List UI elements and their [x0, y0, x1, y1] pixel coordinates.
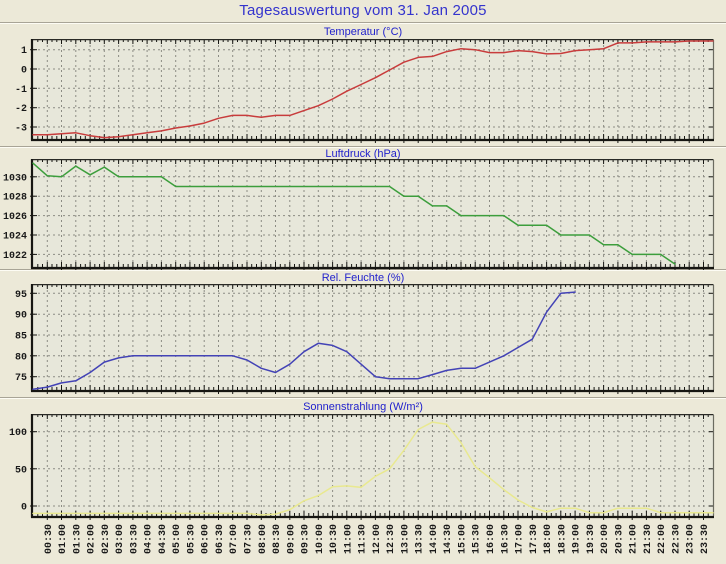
temperature-chart-title: Temperatur (°C)	[323, 26, 403, 38]
svg-text:21:30: 21:30	[643, 524, 654, 554]
svg-text:08:30: 08:30	[272, 524, 283, 554]
svg-text:04:00: 04:00	[144, 524, 155, 554]
svg-text:95: 95	[15, 290, 27, 301]
svg-text:19:00: 19:00	[572, 524, 583, 554]
svg-text:85: 85	[15, 332, 27, 343]
svg-text:07:00: 07:00	[229, 524, 240, 554]
svg-text:0: 0	[21, 503, 27, 514]
svg-text:07:30: 07:30	[244, 524, 255, 554]
svg-text:04:30: 04:30	[158, 524, 169, 554]
svg-text:18:00: 18:00	[543, 524, 554, 554]
svg-text:17:30: 17:30	[529, 524, 540, 554]
svg-text:-2: -2	[15, 104, 27, 115]
svg-text:50: 50	[15, 465, 27, 476]
svg-text:19:30: 19:30	[586, 524, 597, 554]
svg-text:-3: -3	[15, 124, 27, 135]
svg-text:03:30: 03:30	[129, 524, 140, 554]
svg-text:1: 1	[21, 46, 27, 57]
svg-text:01:30: 01:30	[72, 524, 83, 554]
svg-text:22:00: 22:00	[657, 524, 668, 554]
svg-text:10:30: 10:30	[329, 524, 340, 554]
svg-text:18:30: 18:30	[557, 524, 568, 554]
svg-text:16:30: 16:30	[500, 524, 511, 554]
svg-text:11:00: 11:00	[343, 524, 354, 554]
svg-text:14:00: 14:00	[429, 524, 440, 554]
svg-text:21:00: 21:00	[629, 524, 640, 554]
humidity-chart-title: Rel. Feuchte (%)	[321, 272, 405, 284]
svg-text:08:00: 08:00	[258, 524, 269, 554]
svg-text:22:30: 22:30	[672, 524, 683, 554]
humidity-chart: 95 90 85 80 75	[15, 284, 715, 394]
radiation-chart-title: Sonnenstrahlung (W/m²)	[303, 401, 423, 413]
svg-text:13:00: 13:00	[400, 524, 411, 554]
temperature-panel: Temperatur (°C) 1 0 -1 -2 -3	[0, 23, 726, 147]
svg-text:03:00: 03:00	[115, 524, 126, 554]
svg-text:06:00: 06:00	[201, 524, 212, 554]
svg-text:06:30: 06:30	[215, 524, 226, 554]
svg-text:12:30: 12:30	[386, 524, 397, 554]
svg-text:23:30: 23:30	[700, 524, 711, 554]
pressure-chart: 1030 1028 1026 1024 1022	[3, 159, 715, 270]
svg-text:10:00: 10:00	[315, 524, 326, 554]
svg-text:100: 100	[9, 428, 27, 439]
svg-text:90: 90	[15, 311, 27, 322]
svg-text:02:30: 02:30	[101, 524, 112, 554]
svg-text:05:30: 05:30	[186, 524, 197, 554]
svg-text:1030: 1030	[3, 173, 27, 184]
svg-text:01:00: 01:00	[58, 524, 69, 554]
svg-text:15:30: 15:30	[472, 524, 483, 554]
svg-text:1022: 1022	[3, 251, 27, 262]
svg-text:1026: 1026	[3, 212, 27, 223]
svg-text:11:30: 11:30	[358, 524, 369, 554]
svg-text:12:00: 12:00	[372, 524, 383, 554]
svg-text:75: 75	[15, 373, 27, 384]
pressure-chart-title: Luftdruck (hPa)	[325, 148, 401, 160]
svg-text:15:00: 15:00	[458, 524, 469, 554]
svg-text:05:00: 05:00	[172, 524, 183, 554]
page-title-text: Tagesauswertung vom 31. Jan 2005	[239, 2, 487, 19]
svg-text:23:00: 23:00	[686, 524, 697, 554]
svg-text:09:30: 09:30	[301, 524, 312, 554]
radiation-panel: Sonnenstrahlung (W/m²) 100 50 0 00:30 01:00 0…	[0, 398, 726, 563]
temperature-chart: 1 0 -1 -2 -3	[15, 39, 715, 143]
svg-text:1028: 1028	[3, 193, 27, 204]
humidity-panel: Rel. Feuchte (%) 95 90 85 80 75	[0, 270, 726, 398]
svg-text:-1: -1	[15, 85, 27, 96]
svg-text:80: 80	[15, 352, 27, 363]
radiation-chart: 100 50 0 00:30 01:00 01:30 02:00 02:30 03:00 03:3…	[9, 414, 715, 554]
svg-text:14:30: 14:30	[443, 524, 454, 554]
svg-text:0: 0	[21, 66, 27, 77]
svg-text:02:00: 02:00	[87, 524, 98, 554]
svg-text:1024: 1024	[3, 232, 27, 243]
page-title: Tagesauswertung vom 31. Jan 2005	[0, 0, 726, 23]
svg-text:20:30: 20:30	[614, 524, 625, 554]
pressure-panel: Luftdruck (hPa) 1030 1028 1026 1024 1022	[0, 147, 726, 270]
svg-text:00:30: 00:30	[44, 524, 55, 554]
svg-text:20:00: 20:00	[600, 524, 611, 554]
svg-text:17:00: 17:00	[515, 524, 526, 554]
svg-text:09:00: 09:00	[286, 524, 297, 554]
svg-text:16:00: 16:00	[486, 524, 497, 554]
svg-text:13:30: 13:30	[415, 524, 426, 554]
